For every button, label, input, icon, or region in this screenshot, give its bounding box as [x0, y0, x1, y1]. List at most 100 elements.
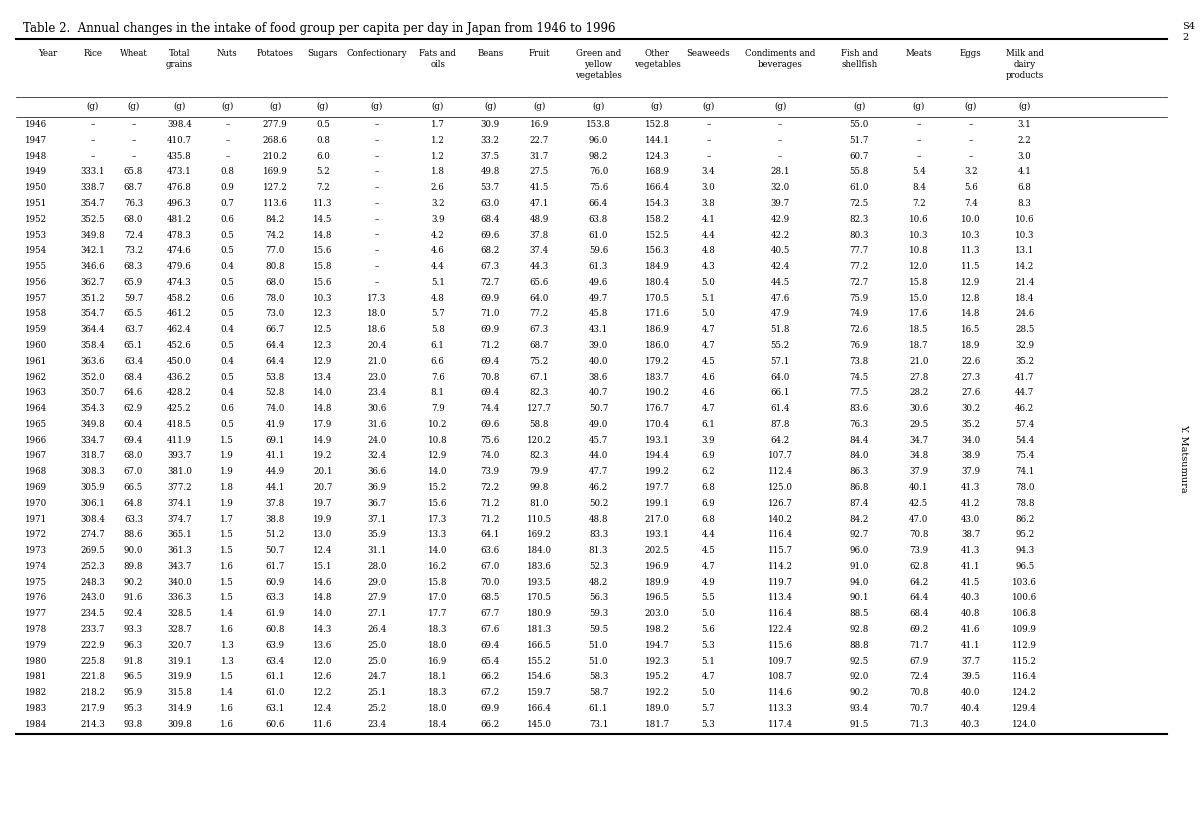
Text: 365.1: 365.1: [167, 531, 192, 539]
Text: 5.1: 5.1: [702, 656, 715, 666]
Text: Year: Year: [38, 48, 58, 57]
Text: 120.2: 120.2: [527, 436, 552, 445]
Text: 37.8: 37.8: [265, 499, 284, 508]
Text: 4.9: 4.9: [702, 577, 715, 586]
Text: 43.1: 43.1: [589, 325, 608, 334]
Text: 194.4: 194.4: [644, 451, 670, 461]
Text: 14.0: 14.0: [428, 467, 448, 476]
Text: 18.0: 18.0: [428, 641, 448, 650]
Text: 1.3: 1.3: [221, 641, 234, 650]
Text: 1965: 1965: [25, 420, 48, 429]
Text: 411.9: 411.9: [167, 436, 192, 445]
Text: 73.8: 73.8: [850, 357, 869, 366]
Text: 68.0: 68.0: [124, 215, 143, 224]
Text: 1975: 1975: [25, 577, 48, 586]
Text: 70.0: 70.0: [480, 577, 500, 586]
Text: 48.2: 48.2: [589, 577, 608, 586]
Text: 214.3: 214.3: [80, 720, 106, 729]
Text: 1.5: 1.5: [221, 577, 234, 586]
Text: 46.2: 46.2: [589, 483, 608, 492]
Text: 40.7: 40.7: [589, 388, 608, 397]
Text: 159.7: 159.7: [527, 688, 552, 697]
Text: 28.1: 28.1: [770, 167, 790, 177]
Text: 90.2: 90.2: [850, 688, 869, 697]
Text: 15.8: 15.8: [313, 262, 332, 272]
Text: 124.2: 124.2: [1012, 688, 1037, 697]
Text: 93.4: 93.4: [850, 704, 869, 713]
Text: 40.5: 40.5: [770, 247, 790, 256]
Text: 64.2: 64.2: [910, 577, 929, 586]
Text: 6.2: 6.2: [702, 467, 715, 476]
Text: 428.2: 428.2: [167, 388, 192, 397]
Text: 35.2: 35.2: [961, 420, 980, 429]
Text: –: –: [91, 136, 95, 145]
Text: 24.7: 24.7: [367, 672, 386, 681]
Text: (g): (g): [650, 102, 664, 111]
Text: 52.3: 52.3: [589, 561, 608, 571]
Text: 14.8: 14.8: [313, 593, 332, 602]
Text: 11.6: 11.6: [313, 720, 332, 729]
Text: 127.2: 127.2: [263, 183, 288, 192]
Text: 72.5: 72.5: [850, 199, 869, 208]
Text: 1966: 1966: [25, 436, 48, 445]
Text: 23.4: 23.4: [367, 720, 386, 729]
Text: 115.6: 115.6: [768, 641, 793, 650]
Text: 217.9: 217.9: [80, 704, 106, 713]
Text: 202.5: 202.5: [644, 546, 670, 555]
Text: 27.8: 27.8: [910, 372, 929, 382]
Text: 10.3: 10.3: [910, 231, 929, 240]
Text: 1.2: 1.2: [431, 136, 445, 145]
Text: 75.4: 75.4: [1015, 451, 1034, 461]
Text: 69.4: 69.4: [481, 357, 500, 366]
Text: 194.7: 194.7: [644, 641, 670, 650]
Text: 69.1: 69.1: [265, 436, 284, 445]
Text: 320.7: 320.7: [167, 641, 192, 650]
Text: 60.6: 60.6: [265, 720, 284, 729]
Text: 14.9: 14.9: [313, 436, 332, 445]
Text: 45.7: 45.7: [589, 436, 608, 445]
Text: 32.4: 32.4: [367, 451, 386, 461]
Text: 108.7: 108.7: [768, 672, 793, 681]
Text: 418.5: 418.5: [167, 420, 192, 429]
Text: 7.6: 7.6: [431, 372, 444, 382]
Text: 1979: 1979: [25, 641, 48, 650]
Text: 166.5: 166.5: [527, 641, 552, 650]
Text: 75.6: 75.6: [481, 436, 500, 445]
Text: 94.0: 94.0: [850, 577, 869, 586]
Text: 41.1: 41.1: [265, 451, 284, 461]
Text: (g): (g): [86, 102, 100, 111]
Text: 328.5: 328.5: [167, 609, 192, 618]
Text: 340.0: 340.0: [167, 577, 192, 586]
Text: 76.0: 76.0: [589, 167, 608, 177]
Text: 180.9: 180.9: [527, 609, 552, 618]
Text: 61.9: 61.9: [265, 609, 284, 618]
Text: 8.4: 8.4: [912, 183, 925, 192]
Text: 70.7: 70.7: [910, 704, 929, 713]
Text: –: –: [707, 152, 710, 161]
Text: 1974: 1974: [25, 561, 48, 571]
Text: Sugars: Sugars: [307, 48, 338, 57]
Text: 73.9: 73.9: [481, 467, 500, 476]
Text: 71.2: 71.2: [481, 515, 500, 523]
Text: 34.0: 34.0: [961, 436, 980, 445]
Text: 1972: 1972: [25, 531, 48, 539]
Text: 55.8: 55.8: [850, 167, 869, 177]
Text: 5.0: 5.0: [702, 278, 715, 287]
Text: 77.7: 77.7: [850, 247, 869, 256]
Text: 18.3: 18.3: [428, 688, 448, 697]
Text: 5.4: 5.4: [912, 167, 925, 177]
Text: 18.3: 18.3: [428, 625, 448, 634]
Text: 38.9: 38.9: [961, 451, 980, 461]
Text: –: –: [131, 152, 136, 161]
Text: 67.1: 67.1: [529, 372, 548, 382]
Text: 58.7: 58.7: [589, 688, 608, 697]
Text: 12.4: 12.4: [313, 546, 332, 555]
Text: 74.0: 74.0: [481, 451, 500, 461]
Text: 43.0: 43.0: [961, 515, 980, 523]
Text: 124.0: 124.0: [1012, 720, 1037, 729]
Text: 51.0: 51.0: [589, 656, 608, 666]
Text: 92.0: 92.0: [850, 672, 869, 681]
Text: 5.0: 5.0: [702, 688, 715, 697]
Text: 78.0: 78.0: [1015, 483, 1034, 492]
Text: 18.6: 18.6: [367, 325, 386, 334]
